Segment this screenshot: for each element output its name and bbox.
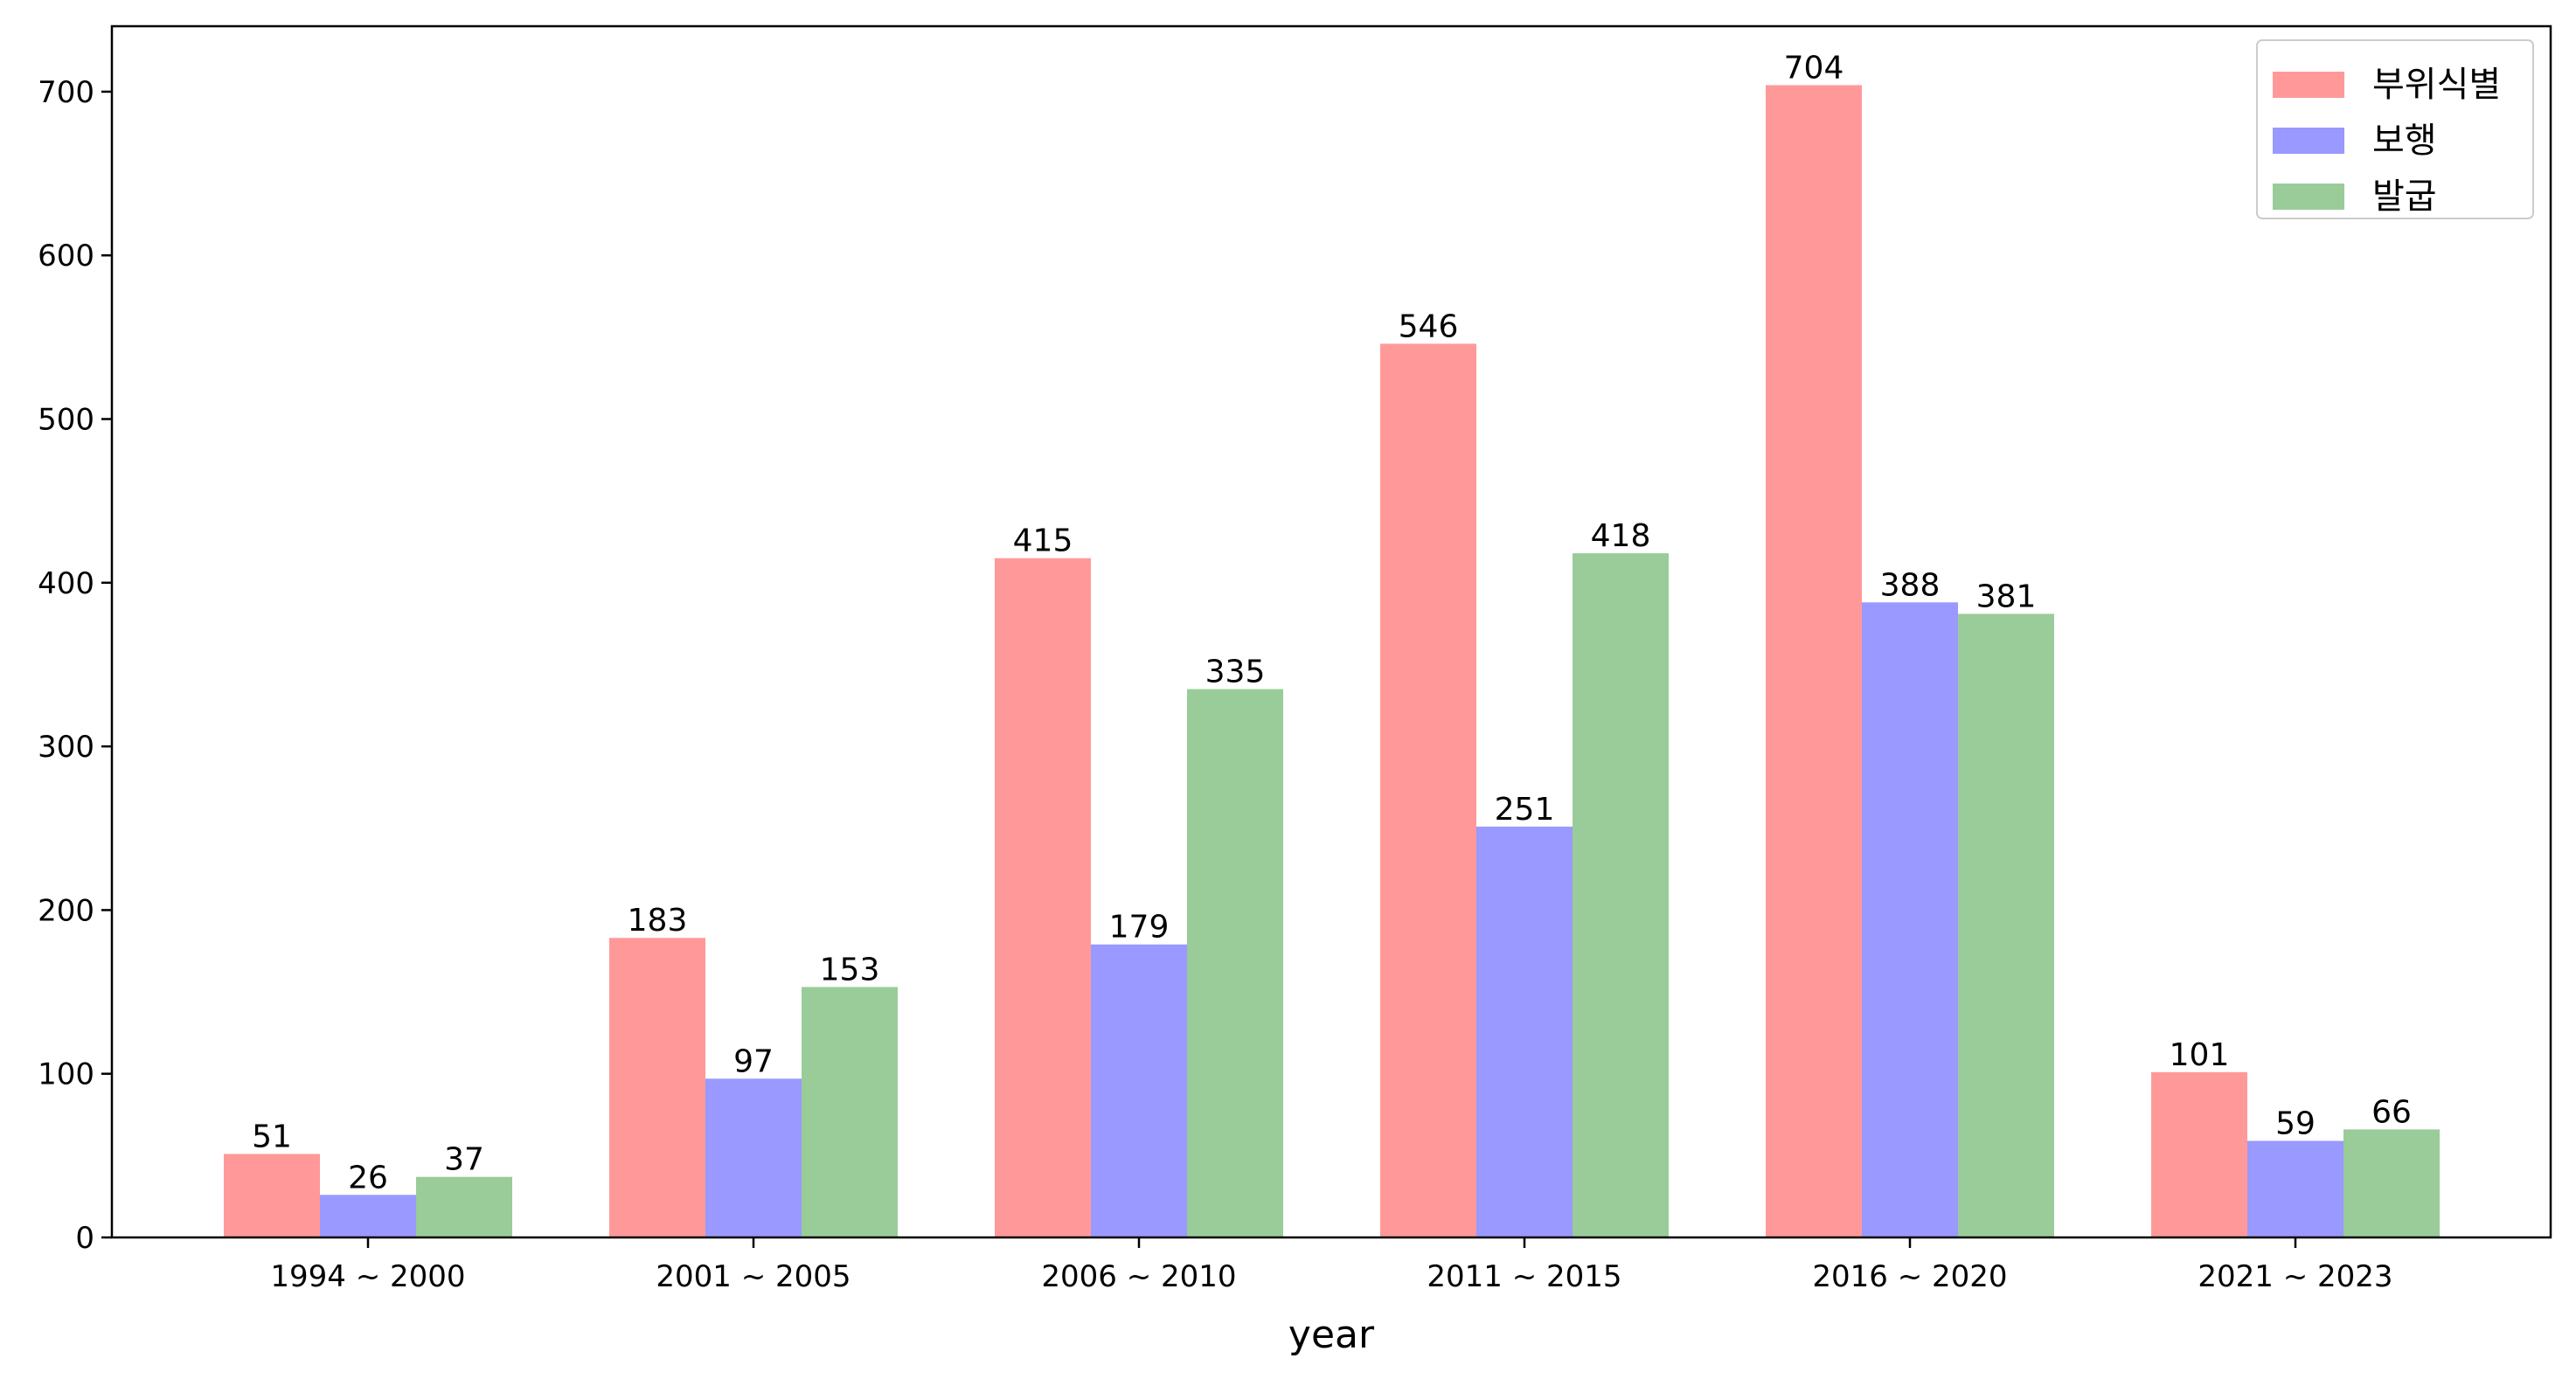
y-tick-label: 700 [38,75,94,110]
bar-2-3 [1091,944,1187,1237]
data-label: 26 [348,1160,388,1195]
bar-3-5 [1958,613,2054,1237]
data-label: 97 [733,1043,774,1079]
bar-3-3 [1187,689,1283,1237]
bar-1-3 [995,558,1091,1237]
x-tick-label: 2006 ~ 2010 [1041,1259,1236,1294]
bar-3-4 [1573,553,1669,1237]
x-axis-title: year [1288,1313,1375,1357]
legend-swatch [2273,72,2344,98]
bar-2-2 [705,1078,802,1237]
data-label: 59 [2275,1105,2316,1141]
y-tick-label: 100 [38,1057,94,1092]
data-label: 415 [1013,523,1073,559]
x-tick-label: 2011 ~ 2015 [1427,1259,1621,1294]
bar-1-5 [1766,85,1862,1238]
data-labels-group: 51 183 415 546 704 101 26 97 179 251 388 59 37 153 335… [252,50,2412,1195]
x-tick-label: 2021 ~ 2023 [2198,1259,2392,1294]
plot-frame [110,24,2552,1239]
x-tick-label: 2001 ~ 2005 [656,1259,851,1294]
data-label: 179 [1109,910,1170,946]
data-label: 546 [1399,308,1459,344]
legend-label: 보행 [2372,121,2437,161]
y-tick-label: 200 [38,893,94,928]
bar-1-1 [224,1154,320,1237]
y-tick-label: 600 [38,239,94,274]
legend-label: 발굽 [2372,177,2437,217]
bar-2-6 [2247,1140,2343,1237]
legend-swatch [2273,128,2344,154]
data-label: 381 [1976,579,2037,614]
data-label: 251 [1495,792,1555,828]
legend-label: 부위식별 [2372,65,2501,105]
x-tick-label: 1994 ~ 2000 [270,1259,465,1294]
bar-3-6 [2343,1129,2440,1237]
data-label: 704 [1784,50,1844,86]
bar-3-2 [802,987,898,1237]
data-label: 388 [1880,567,1941,603]
x-tick-label: 2016 ~ 2020 [1812,1259,2007,1294]
data-label: 418 [1591,518,1651,554]
bar-1-2 [609,938,705,1237]
bar-1-4 [1380,343,1476,1237]
data-label: 101 [2170,1037,2230,1073]
bar-2-4 [1476,826,1573,1237]
data-label: 153 [820,952,880,988]
legend-swatch [2273,184,2344,210]
data-label: 335 [1205,655,1266,690]
data-label: 37 [444,1142,484,1178]
data-label: 51 [252,1119,292,1154]
data-label: 66 [2371,1094,2412,1130]
data-label: 183 [628,903,688,939]
bars-group [224,85,2440,1238]
y-axis: 0 100 200 300 400 500 600 700 [38,75,112,1256]
bar-1-6 [2151,1071,2247,1237]
bar-2-1 [320,1195,416,1237]
bar-2-5 [1862,602,1958,1237]
y-tick-label: 500 [38,403,94,438]
y-tick-label: 0 [75,1221,94,1256]
bar-3-1 [416,1176,512,1237]
plot-area [112,26,2551,1237]
y-tick-label: 400 [38,566,94,601]
x-axis: 1994 ~ 2000 2001 ~ 2005 2006 ~ 2010 2011 ~ … [270,1237,2393,1294]
y-tick-label: 300 [38,730,94,765]
